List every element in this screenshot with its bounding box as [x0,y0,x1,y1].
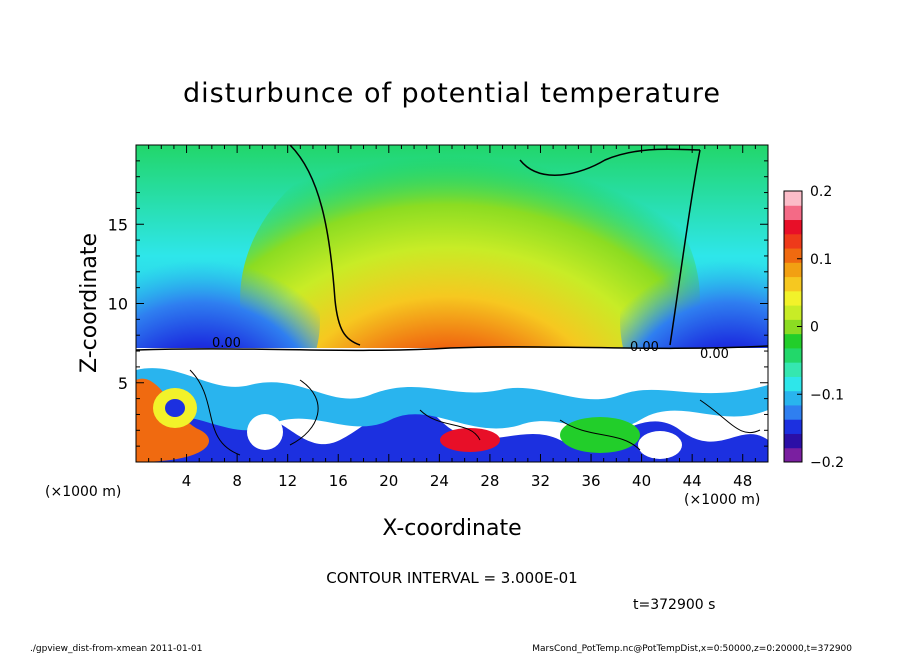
lower-field-cyan [136,368,768,431]
x-tick-label: 32 [531,472,550,490]
x-tick-label: 24 [430,472,449,490]
x-tick-label: 8 [232,472,242,490]
colorbar-segment [784,419,802,434]
colorbar-tick-label: 0 [810,320,819,336]
contour-label-1: 0.00 [212,336,241,351]
y-tick-label: 10 [108,295,128,314]
colorbar-ticks: 0.2 0.1 0 −0.1 −0.2 [797,184,844,471]
time-text: t=372900 s [633,597,715,613]
colorbar-segment [784,447,802,463]
y-axis-label: Z-coordinate [77,233,102,373]
contour-label-2: 0.00 [630,340,659,355]
lower-cold-blob [165,399,185,417]
colorbar-segment [784,390,802,406]
x-tick-label: 16 [329,472,348,490]
lower-green-blob [560,417,640,453]
colorbar-segment [784,333,802,349]
contour-interval-text: CONTOUR INTERVAL = 3.000E-01 [326,569,577,587]
y-tick-label: 5 [118,374,128,393]
zero-contour-upper [289,145,701,346]
colorbar-tick-label: −0.2 [810,455,844,471]
colorbar-segment [784,191,802,206]
colorbar-tick-label: 0.1 [810,252,832,268]
colorbar-segment [784,290,802,306]
colorbar-segment [784,362,802,377]
colorbar-segment [784,347,802,363]
x-tick-label: 28 [480,472,499,490]
y-tick-label: 15 [108,215,128,234]
colorbar-tick-label: −0.1 [810,387,844,403]
x-tick-label: 12 [278,472,297,490]
x-tick-label: 36 [581,472,600,490]
x-tick-label: 20 [379,472,398,490]
colorbar-segment [784,319,802,335]
footer-right: MarsCond_PotTemp.nc@PotTempDist,x=0:5000… [532,644,852,654]
colorbar-segment [784,433,802,449]
x-tick-label: 40 [632,472,651,490]
chart-title: disturbunce of potential temperature [183,78,721,109]
contour-label-3: 0.00 [700,347,729,362]
x-axis-label: X-coordinate [382,516,521,541]
zero-contour-layer [136,345,768,352]
colorbar-segment [784,404,802,420]
x-unit-right: (×1000 m) [684,492,760,508]
colorbar-segment [784,205,802,221]
colorbar-segment [784,248,802,263]
x-axis-ticks: 4 8 12 16 20 24 28 32 36 40 44 48 [148,145,756,490]
lower-red-blob [440,428,500,452]
colorbar-segment [784,276,802,292]
footer-left: ./gpview_dist-from-xmean 2011-01-01 [30,644,202,654]
colorbar-segment [784,305,802,320]
y-axis-ticks: 5 10 15 [108,160,768,447]
colorbar-segment [784,219,802,235]
x-tick-label: 44 [683,472,702,490]
x-tick-label: 48 [733,472,752,490]
x-tick-label: 4 [182,472,192,490]
colorbar-segment [784,233,802,249]
colorbar-segment [784,376,802,392]
plot-area [136,145,768,462]
colorbar-tick-label: 0.2 [810,184,832,200]
colorbar-segment [784,262,802,278]
x-unit-left: (×1000 m) [45,484,121,500]
lower-white-blob-2 [247,414,283,450]
lower-contours [189,369,761,456]
lower-white-blob [638,431,682,459]
